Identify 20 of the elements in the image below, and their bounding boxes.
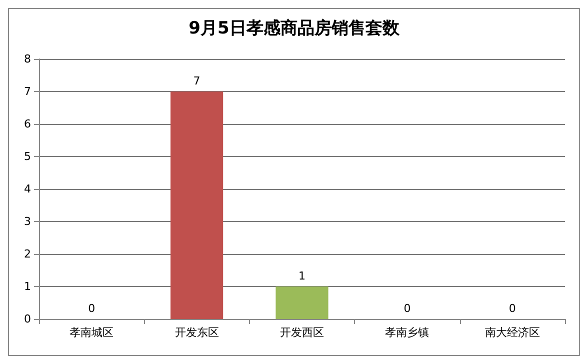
y-tick-label: 6 [24, 118, 31, 130]
y-tick-label: 0 [24, 312, 31, 326]
x-tick-label: 开发东区 [174, 326, 219, 339]
y-tick-label: 5 [24, 150, 31, 163]
data-label: 7 [193, 74, 200, 88]
x-tick-label: 南大经济区 [484, 326, 540, 339]
y-tick-label: 7 [24, 85, 31, 98]
x-tick-label: 孝南城区 [70, 326, 114, 339]
y-tick-label: 8 [24, 52, 31, 66]
data-label: 0 [88, 302, 96, 315]
y-tick-label: 1 [24, 280, 31, 293]
data-label: 0 [508, 302, 516, 315]
y-tick-label: 4 [24, 182, 31, 196]
y-tick-label: 2 [24, 248, 31, 260]
y-tick-label: 3 [24, 215, 31, 228]
x-tick-label: 孝南乡镇 [385, 326, 430, 339]
data-label: 1 [298, 270, 306, 282]
chart-title: 9月5日孝感商品房销售套数 [188, 18, 400, 38]
data-label: 0 [404, 302, 411, 315]
x-tick-label: 开发西区 [280, 326, 324, 339]
